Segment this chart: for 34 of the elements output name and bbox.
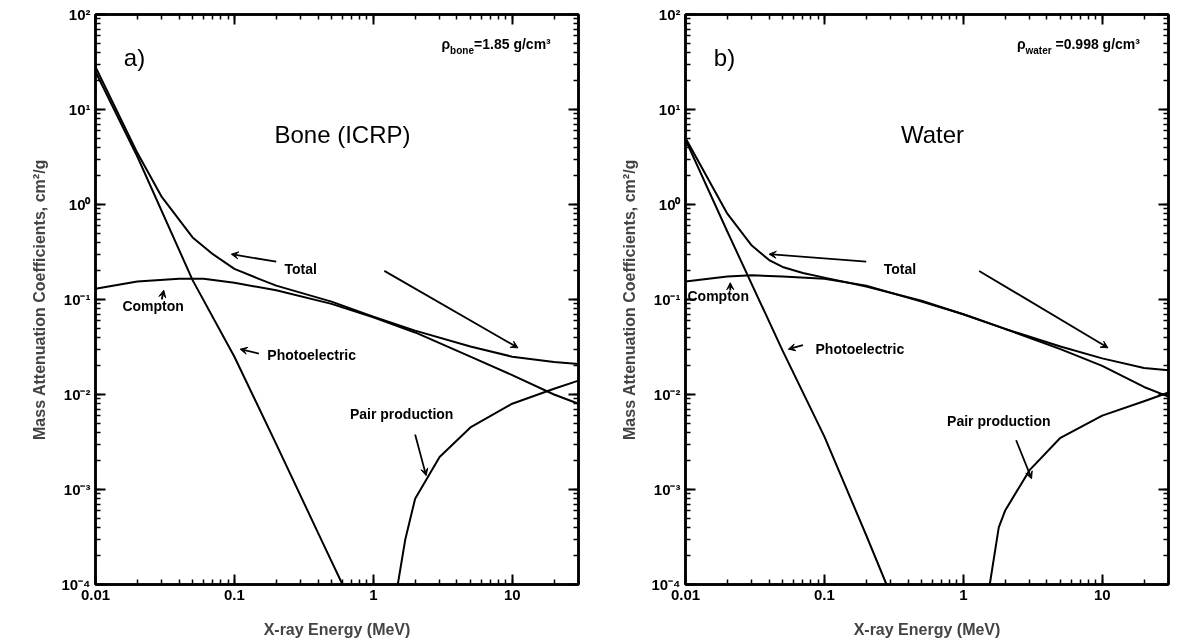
series-label: Total bbox=[284, 260, 317, 277]
y-tick-label: 10⁻¹ bbox=[63, 291, 91, 308]
y-tick-label: 10⁻³ bbox=[653, 481, 681, 498]
y-tick-label: 10⁻¹ bbox=[653, 291, 681, 308]
y-tick-label: 10⁻² bbox=[653, 386, 681, 403]
series-label: Compton bbox=[687, 288, 749, 305]
y-tick-label: 10⁻² bbox=[63, 386, 91, 403]
y-tick-label: 10⁰ bbox=[658, 196, 682, 213]
x-axis-title: X-ray Energy (MeV) bbox=[263, 620, 411, 638]
annotation: b) bbox=[713, 44, 736, 72]
x-tick-label: 1 bbox=[369, 585, 378, 603]
x-tick-label: 10 bbox=[1093, 585, 1111, 603]
series-label: Total bbox=[883, 260, 917, 277]
y-tick-label: 10⁰ bbox=[68, 196, 92, 213]
series-label: Pair production bbox=[349, 406, 454, 423]
legend-label: Photoelectric bbox=[815, 341, 905, 358]
x-tick-label: 10 bbox=[503, 585, 521, 603]
y-tick-label: 10⁻³ bbox=[63, 481, 91, 498]
x-tick-label: 0.1 bbox=[813, 585, 835, 603]
text: Bone (ICRP) bbox=[274, 120, 411, 148]
y-tick-label: 10¹ bbox=[658, 101, 681, 118]
series-label: Compton bbox=[122, 298, 184, 315]
annotation: a) bbox=[123, 44, 146, 72]
y-axis-title: Mass Attenuation Coefficients, cm²/g bbox=[621, 159, 639, 440]
series-label: Pair production bbox=[947, 413, 1051, 430]
y-tick-label: 10² bbox=[658, 6, 681, 23]
y-tick-label: 10¹ bbox=[68, 101, 91, 118]
x-tick-label: 0.1 bbox=[223, 585, 245, 603]
text: Water bbox=[900, 120, 965, 148]
y-axis-title: Mass Attenuation Coefficients, cm²/g bbox=[31, 159, 49, 440]
y-tick-label: 10² bbox=[68, 6, 91, 23]
x-tick-label: 1 bbox=[959, 585, 968, 603]
x-axis-title: X-ray Energy (MeV) bbox=[853, 620, 1001, 638]
legend-label: Photoelectric bbox=[267, 347, 357, 364]
